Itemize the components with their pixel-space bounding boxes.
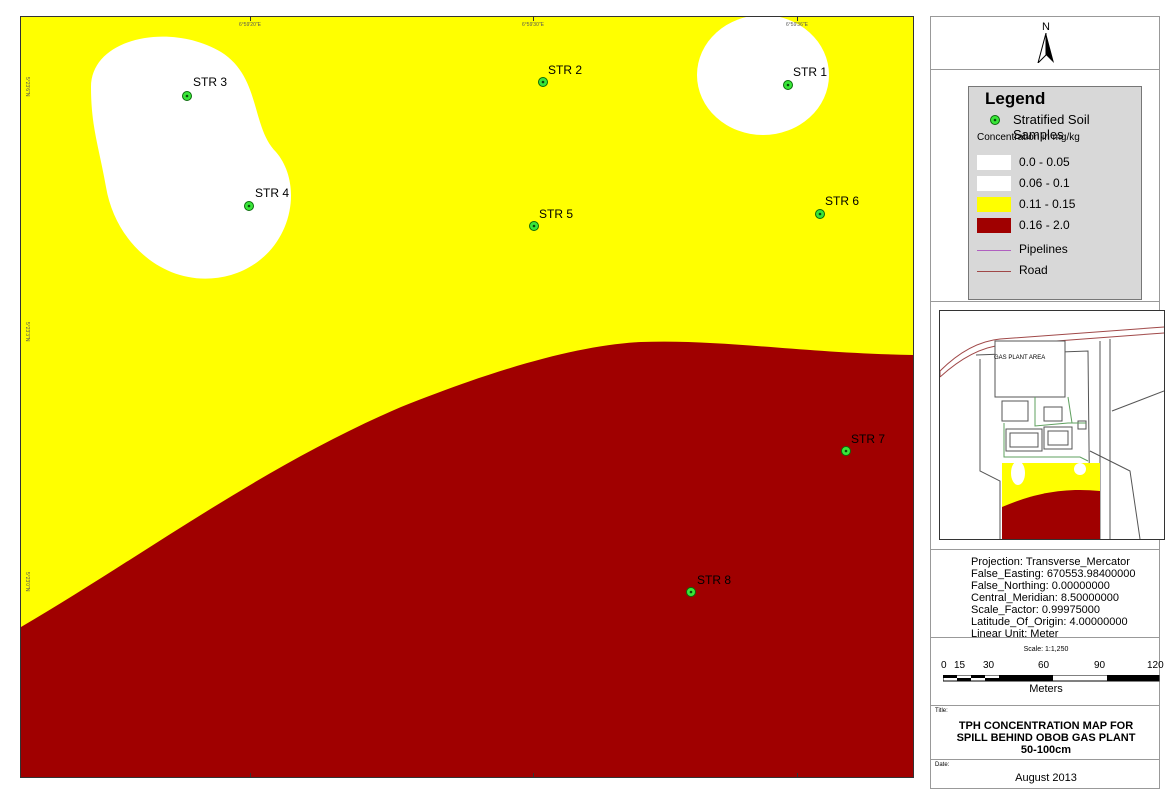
legend-concentration-label: Concentration in mg/kg [977, 132, 1080, 143]
road-line-symbol [977, 271, 1011, 272]
legend-class-label: 0.06 - 0.1 [1019, 176, 1070, 190]
legend-swatch-class-4 [977, 218, 1011, 233]
concentration-surface [21, 17, 913, 777]
projection-line: Projection: Transverse_Mercator [971, 556, 1130, 568]
legend-pipelines-label: Pipelines [1019, 242, 1068, 256]
sample-point-str3[interactable] [182, 91, 192, 101]
coord-label-top: 6°59'30"E [522, 22, 544, 28]
sample-label-str8: STR 8 [697, 573, 732, 587]
graticule-tick [250, 773, 251, 777]
sample-point-str8[interactable] [686, 587, 696, 597]
coord-label-top: 6°59'36"E [786, 22, 808, 28]
legend-road-label: Road [1019, 263, 1048, 277]
sample-label-str2: STR 2 [548, 63, 583, 77]
coord-label-left: 5°23'0"N [24, 572, 30, 592]
map-layout-panel: N Legend Stratified Soil Samples Concent… [930, 16, 1165, 789]
scale-tick-label: 90 [1094, 660, 1106, 671]
scale-tick-label: 0 [941, 660, 947, 671]
graticule-tick [250, 17, 251, 21]
north-arrow-box: N [930, 16, 1160, 70]
scale-unit: Meters [1029, 683, 1063, 695]
legend-swatch-class-1 [977, 155, 1011, 170]
coord-label-left: 5°23'6"N [24, 77, 30, 97]
legend-swatch-class-3 [977, 197, 1011, 212]
legend: Legend Stratified Soil Samples Concentra… [968, 86, 1142, 300]
sample-label-str6: STR 6 [825, 194, 860, 208]
sample-point-str7[interactable] [841, 446, 851, 456]
inset-map-panel: GAS PLANT AREA [930, 302, 1165, 550]
scale-tick-label: 15 [954, 660, 966, 671]
title-field-label: Title: [935, 708, 948, 714]
low-concentration-zone-west [91, 36, 291, 279]
sample-point-str1[interactable] [783, 80, 793, 90]
sample-label-str3: STR 3 [193, 75, 228, 89]
north-arrow-icon [1037, 33, 1054, 63]
scale-tick-label: 60 [1038, 660, 1050, 671]
date-block: Date: August 2013 [930, 760, 1160, 789]
sample-point-str2[interactable] [538, 77, 548, 87]
graticule-tick [797, 773, 798, 777]
sample-point-str4[interactable] [244, 201, 254, 211]
sample-point-str5[interactable] [529, 221, 539, 231]
low-concentration-zone-east [697, 17, 829, 135]
sample-label-str5: STR 5 [539, 207, 574, 221]
projection-line: Central_Meridian: 8.50000000 [971, 592, 1119, 604]
sample-label-str1: STR 1 [793, 65, 828, 79]
scale-bar-panel: Scale: 1:1,250 0 15 30 60 90 120 Meters [930, 638, 1164, 706]
scale-tick-label: 30 [983, 660, 995, 671]
map-title-line: 50-100cm [1020, 744, 1072, 756]
scale-ratio: Scale: 1:1,250 [1023, 646, 1069, 653]
map-date: August 2013 [1015, 772, 1077, 784]
projection-info: Projection: Transverse_Mercator False_Ea… [930, 550, 1160, 640]
projection-line: False_Easting: 670553.98400000 [971, 568, 1136, 580]
legend-samples-label: Stratified Soil Samples [1013, 112, 1090, 142]
map-frame[interactable]: 6°59'20"E 6°59'30"E 6°59'36"E 5°23'6"N 5… [20, 16, 914, 778]
scale-tick-label: 120 [1147, 660, 1164, 671]
date-field-label: Date: [935, 762, 950, 768]
legend-class-label: 0.0 - 0.05 [1019, 155, 1070, 169]
sample-point-icon [990, 115, 1000, 125]
pipeline-line-symbol [977, 250, 1011, 251]
graticule-tick [797, 17, 798, 21]
coord-label-top: 6°59'20"E [239, 22, 261, 28]
inset-map[interactable]: GAS PLANT AREA [939, 310, 1165, 540]
high-concentration-zone [21, 341, 913, 777]
inset-map-drawing [940, 326, 1164, 539]
legend-class-label: 0.16 - 2.0 [1019, 218, 1070, 232]
map-title-line: SPILL BEHIND OBOB GAS PLANT [956, 732, 1136, 744]
graticule-tick [533, 773, 534, 777]
graticule-tick [533, 17, 534, 21]
scale-bar [943, 675, 1160, 682]
north-label: N [1042, 21, 1050, 33]
sample-points [182, 77, 851, 597]
map-title-line: TPH CONCENTRATION MAP FOR [958, 720, 1134, 732]
projection-line: Latitude_Of_Origin: 4.00000000 [971, 616, 1128, 628]
legend-title: Legend [985, 89, 1046, 108]
projection-line: Linear Unit: Meter [971, 628, 1059, 640]
legend-swatch-class-2 [977, 176, 1011, 191]
inset-area-label: GAS PLANT AREA [994, 355, 1046, 361]
coord-label-left: 5°23'3"N [24, 322, 30, 342]
sample-label-str4: STR 4 [255, 186, 290, 200]
projection-line: False_Northing: 0.00000000 [971, 580, 1110, 592]
sample-label-str7: STR 7 [851, 432, 886, 446]
sample-point-str6[interactable] [815, 209, 825, 219]
legend-class-label: 0.11 - 0.15 [1019, 197, 1076, 211]
projection-line: Scale_Factor: 0.99975000 [971, 604, 1101, 616]
title-block: Title: TPH CONCENTRATION MAP FOR SPILL B… [930, 706, 1160, 760]
